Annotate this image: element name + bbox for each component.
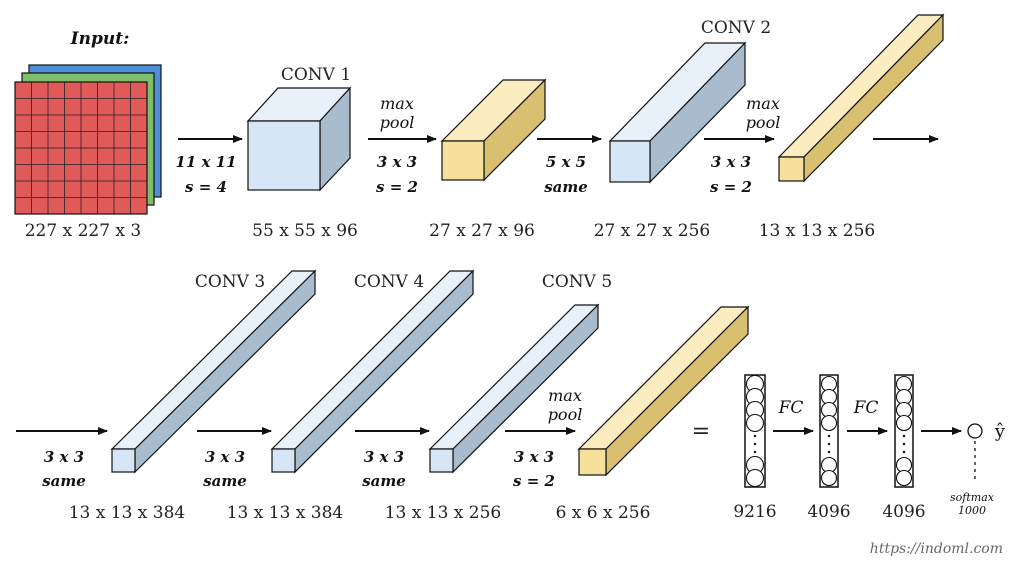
conv5-kernel: 3 x 3 <box>364 448 404 466</box>
ellipsis-dot <box>753 434 757 438</box>
conv5-dims: 13 x 13 x 256 <box>385 503 502 523</box>
fc-layer-4096-a <box>819 374 839 488</box>
pool3-kernel: 3 x 3 <box>514 448 554 466</box>
pool3-dims: 6 x 6 x 256 <box>556 503 651 523</box>
conv1-front <box>247 120 321 191</box>
pool3-side <box>605 305 749 477</box>
pool3-block <box>577 305 750 477</box>
conv4-padding: same <box>203 472 247 490</box>
neuron <box>820 414 838 432</box>
pool1-front <box>441 140 485 181</box>
fc-layer-9216 <box>744 374 766 488</box>
conv3-name: CONV 3 <box>195 272 265 292</box>
conv4-kernel: 3 x 3 <box>205 448 245 466</box>
pool1-dims: 27 x 27 x 96 <box>429 221 535 241</box>
pool2-dims: 13 x 13 x 256 <box>759 221 876 241</box>
input-dims: 227 x 227 x 3 <box>25 221 142 241</box>
output-neuron <box>967 423 983 439</box>
ellipsis-dot <box>753 442 757 446</box>
conv5-name: CONV 5 <box>542 272 612 292</box>
conv3-dims: 13 x 13 x 384 <box>69 503 186 523</box>
pool3-top <box>577 306 750 450</box>
conv2-front <box>609 140 651 183</box>
neuron <box>820 469 838 487</box>
conv1-kernel: 11 x 11 <box>175 153 236 171</box>
fc-layer-9216-size: 9216 <box>733 502 776 522</box>
pool3-max-label: max <box>548 386 582 405</box>
conv2-kernel: 5 x 5 <box>546 153 586 171</box>
neuron <box>745 413 765 433</box>
ellipsis-dot <box>902 450 906 454</box>
equals-sign: = <box>692 419 710 444</box>
conv1-block <box>246 86 352 192</box>
conv2-name: CONV 2 <box>701 18 771 38</box>
conv2-block <box>608 41 747 184</box>
conv2-padding: same <box>544 178 588 196</box>
pool2-front <box>778 156 805 182</box>
conv1-stride: s = 4 <box>185 178 227 196</box>
conv3-top <box>110 270 317 450</box>
input-volume <box>14 64 162 215</box>
pool3-pool-label: pool <box>548 405 583 424</box>
pool2-max-label: max <box>746 94 780 113</box>
conv4-front <box>271 448 296 473</box>
fc-layer-4096-a-size: 4096 <box>807 502 850 522</box>
conv5-padding: same <box>362 472 406 490</box>
conv3-kernel: 3 x 3 <box>44 448 84 466</box>
conv5-top <box>428 304 600 450</box>
conv5-block <box>428 303 600 474</box>
pool2-side <box>803 13 944 183</box>
input-title: Input: <box>70 29 130 49</box>
watermark: https://indoml.com <box>870 541 1003 557</box>
ellipsis-dot <box>827 434 831 438</box>
pool2-stride: s = 2 <box>710 178 752 196</box>
ellipsis-dot <box>753 450 757 454</box>
neuron <box>745 468 765 488</box>
conv4-block <box>270 269 475 474</box>
pool3-stride: s = 2 <box>513 472 555 490</box>
pool1-block <box>440 78 547 182</box>
ellipsis-dot <box>827 450 831 454</box>
softmax-size: 1000 <box>958 504 986 517</box>
pool2-top <box>777 14 945 158</box>
conv3-block <box>110 269 317 474</box>
fc2-label: FC <box>853 398 879 418</box>
output-y-hat: ŷ <box>994 421 1006 442</box>
conv3-front <box>111 448 136 473</box>
pool1-kernel: 3 x 3 <box>377 153 417 171</box>
conv4-dims: 13 x 13 x 384 <box>227 503 344 523</box>
ellipsis-dot <box>902 434 906 438</box>
ellipsis-dot <box>827 442 831 446</box>
conv4-name: CONV 4 <box>354 272 424 292</box>
input-grid <box>15 82 147 214</box>
conv5-front <box>429 448 454 473</box>
fc-layer-4096-b-size: 4096 <box>882 502 925 522</box>
pool2-pool-label: pool <box>746 113 781 132</box>
fc1-label: FC <box>778 398 804 418</box>
conv1-dims: 55 x 55 x 96 <box>252 221 358 241</box>
conv3-padding: same <box>42 472 86 490</box>
pool2-block <box>777 13 945 183</box>
conv2-dims: 27 x 27 x 256 <box>594 221 711 241</box>
pool1-pool-label: pool <box>380 113 415 132</box>
neuron <box>895 469 913 487</box>
pool3-front <box>578 448 607 476</box>
pool1-max-label: max <box>380 94 414 113</box>
conv1-name: CONV 1 <box>281 65 351 85</box>
pool2-kernel: 3 x 3 <box>711 153 751 171</box>
softmax-label: softmax <box>950 491 995 504</box>
neuron <box>895 414 913 432</box>
fc-layer-4096-b <box>894 374 914 488</box>
ellipsis-dot <box>902 442 906 446</box>
pool1-stride: s = 2 <box>376 178 418 196</box>
